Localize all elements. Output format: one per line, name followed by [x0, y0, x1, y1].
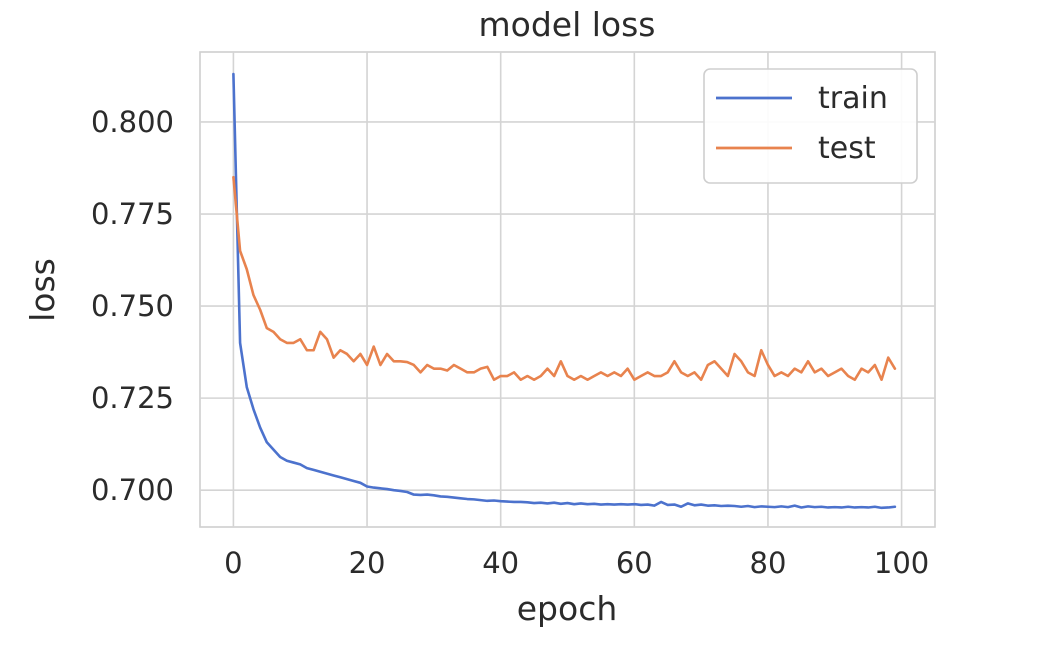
x-tick-label: 20: [349, 546, 386, 580]
x-tick-label: 40: [482, 546, 519, 580]
x-tick-label: 80: [750, 546, 787, 580]
y-axis-title: loss: [23, 258, 62, 322]
x-tick-label: 100: [874, 546, 929, 580]
chart-title: model loss: [479, 5, 656, 44]
y-tick-label: 0.750: [91, 289, 174, 323]
y-tick-label: 0.725: [91, 381, 174, 415]
y-axis-ticks: 0.700 0.725 0.750 0.775 0.800: [91, 105, 174, 507]
series-lines: [232, 72, 897, 510]
y-tick-label: 0.700: [91, 473, 174, 507]
legend-label-train: train: [818, 81, 888, 116]
y-tick-label: 0.800: [91, 105, 174, 139]
series-line-train: [232, 72, 897, 510]
legend-label-test: test: [818, 131, 876, 166]
y-tick-label: 0.775: [91, 197, 174, 231]
x-axis-title: epoch: [517, 589, 618, 628]
x-tick-label: 60: [616, 546, 653, 580]
x-axis-ticks: 0 20 40 60 80 100: [224, 546, 929, 580]
grid: [200, 52, 935, 527]
x-tick-label: 0: [224, 546, 242, 580]
series-line-test: [232, 175, 897, 382]
legend: train test: [703, 68, 918, 184]
